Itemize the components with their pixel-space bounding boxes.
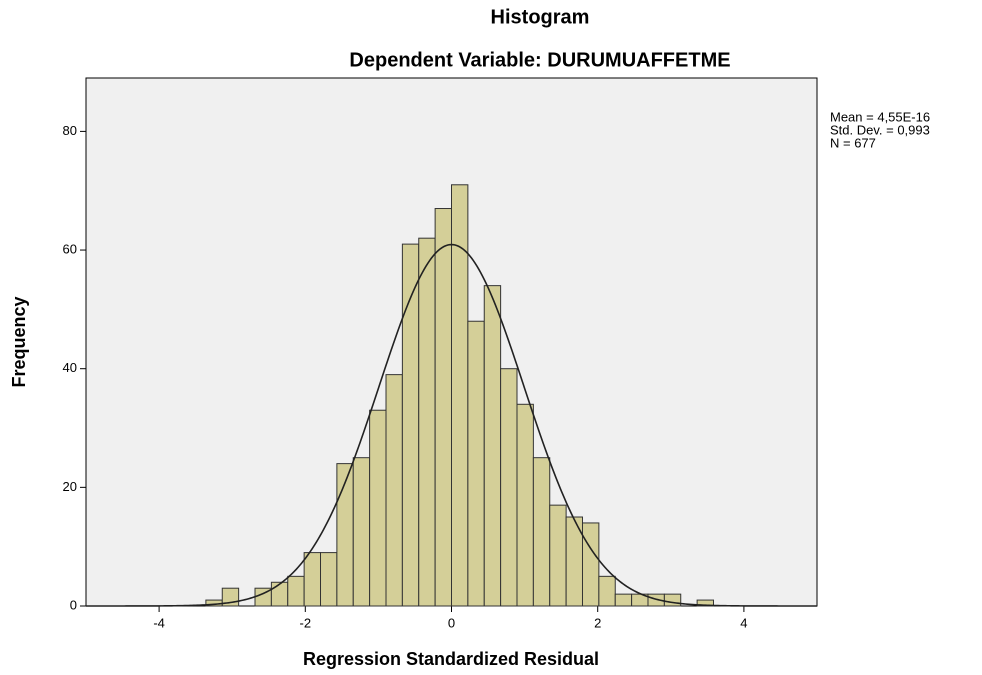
bar [614, 593, 633, 607]
bar [434, 208, 453, 607]
bar [663, 593, 682, 607]
bar [336, 463, 354, 607]
bar [369, 409, 387, 607]
x-tick-label: -2 [300, 615, 312, 630]
bar [270, 581, 289, 607]
bar [385, 374, 403, 607]
y-tick-label: 40 [63, 360, 77, 375]
x-tick-label: 0 [448, 615, 455, 630]
x-tick-label: -4 [153, 615, 165, 630]
chart-title: Histogram [491, 6, 590, 28]
stats-label: N = 677 [830, 135, 876, 150]
chart-subtitle: Dependent Variable: DURUMUAFFETME [349, 49, 730, 71]
x-axis-label: Regression Standardized Residual [303, 649, 599, 669]
bar [500, 368, 518, 607]
bar [581, 522, 600, 607]
normal-curve [86, 243, 817, 607]
x-tick-label: 2 [594, 615, 601, 630]
bar [598, 575, 616, 607]
bar [532, 457, 551, 607]
bar [303, 552, 322, 607]
y-tick-label: 0 [70, 597, 77, 612]
bar [287, 575, 305, 607]
bar [418, 237, 436, 607]
bar [451, 184, 469, 607]
x-tick-label: 4 [740, 615, 747, 630]
bar [549, 504, 567, 607]
bar [352, 457, 371, 607]
bar [483, 285, 502, 607]
y-tick-label: 20 [63, 479, 77, 494]
bar [467, 320, 485, 607]
y-axis-label: Frequency [9, 296, 29, 387]
bar [320, 552, 338, 607]
stats-label: Std. Dev. = 0,993 [830, 122, 930, 137]
y-tick-label: 60 [63, 241, 77, 256]
bar [516, 403, 534, 607]
stats-label: Mean = 4,55E-16 [830, 109, 930, 124]
y-tick-label: 80 [63, 123, 77, 138]
